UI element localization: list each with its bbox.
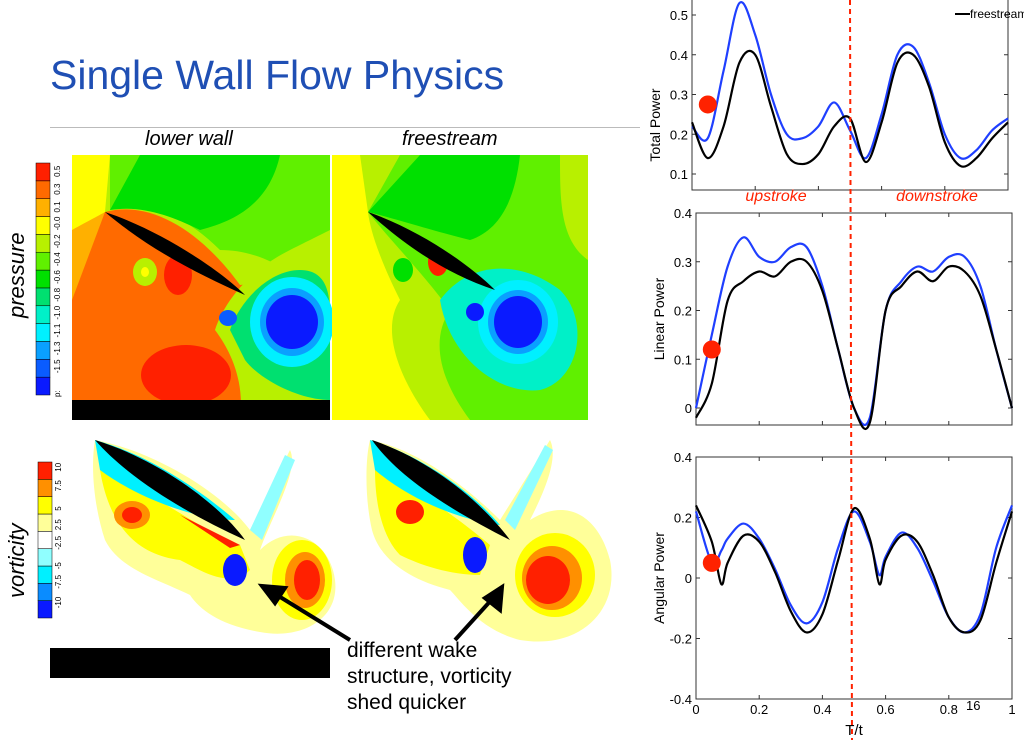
colorbar-tick-label: -10: [54, 596, 63, 608]
pressure-colorbar: p: -1.5 -1.3 -1.1 -1.0 -0.8 -0.6 -0.4 -0.2 -0.0 0.…: [35, 162, 62, 397]
colorbar-tick-label: 0.5: [53, 165, 62, 177]
y-tick-label: 0.4: [670, 48, 688, 63]
colorbar-tick-label: 2.5: [54, 519, 63, 531]
x-tick-label: 0.8: [940, 702, 958, 717]
vorticity-contour-freestream: [366, 440, 612, 642]
colorbar-tick-label: -5: [54, 562, 63, 570]
x-tick-label: 1: [1008, 702, 1015, 717]
series-line-series-2: [694, 504, 1014, 634]
colorbar-swatch: [35, 162, 51, 182]
colorbar-tick-label: -2.5: [54, 535, 63, 549]
y-tick-label: 0.1: [674, 352, 692, 367]
colorbar-tick-label: -1.0: [53, 305, 62, 319]
y-tick-label: 0.2: [674, 511, 692, 526]
column-label-freestream: freestream: [402, 128, 498, 150]
slide-title: Single Wall Flow Physics: [50, 52, 505, 98]
upstroke-label: upstroke: [745, 188, 806, 205]
colorbar-tick-label: -0.2: [53, 234, 62, 248]
y-tick-label: 0.1: [670, 167, 688, 182]
downstroke-label: downstroke: [896, 188, 978, 205]
plot-frame: [695, 456, 1013, 700]
colorbar-tick-label: -1.1: [53, 323, 62, 337]
y-tick-label: 0.4: [674, 450, 692, 465]
half-cycle-divider: [849, 0, 853, 740]
colorbar-tick-label: -0.8: [53, 287, 62, 301]
contour-panels: p: -1.5 -1.3 -1.1 -1.0 -0.8 -0.6 -0.4 -0.2 -0.0 0.…: [35, 155, 612, 678]
y-tick-label: -0.2: [670, 632, 692, 647]
column-label-lower-wall: lower wall: [145, 128, 233, 150]
x-axis-label: T/t: [845, 722, 863, 739]
arrow-to-freestream-wake: [453, 595, 496, 642]
page-number: 16: [966, 698, 981, 713]
current-time-marker: [702, 553, 721, 572]
chart-2: 0 0.1 0.2 0.3 0.4 Linear Power: [651, 206, 1014, 431]
colorbar-tick-label: -1.5: [53, 359, 62, 373]
colorbar-tick-label: -0.6: [53, 270, 62, 284]
annotation-text: different wake structure, vorticity shed…: [347, 638, 512, 716]
y-tick-label: -0.4: [670, 692, 692, 707]
colorbar-tick-label: 7.5: [54, 480, 63, 492]
colorbar-tick-label: 10: [54, 462, 63, 471]
colorbar-tick-label: 0.3: [53, 183, 62, 195]
y-tick-label: 0.3: [674, 255, 692, 270]
annotation-line: shed quicker: [347, 691, 467, 714]
y-axis-label: Linear Power: [651, 277, 667, 360]
colorbar-tick-label: 0.1: [53, 201, 62, 213]
chart-3: -0.4 -0.2 0 0.2 0.4 0 0.2 0.4 0.6 0.8 1 Angular Pow…: [651, 450, 1016, 739]
current-time-marker: [702, 340, 721, 359]
annotation-line: different wake: [347, 639, 478, 662]
y-tick-label: 0.3: [670, 88, 688, 103]
x-tick-label: 0.4: [813, 702, 831, 717]
plot-frame: [695, 212, 1013, 426]
colorbar-tick-label: 5: [54, 506, 63, 511]
y-tick-label: 0.2: [670, 127, 688, 142]
y-tick-label: 0.2: [674, 304, 692, 319]
y-tick-label: 0.4: [674, 206, 692, 221]
x-tick-label: 0.6: [877, 702, 895, 717]
colorbar-swatch: [37, 461, 53, 480]
pressure-contour-lower-wall: [72, 155, 334, 420]
pressure-contour-freestream: [332, 155, 588, 420]
y-axis-label: Angular Power: [651, 532, 667, 624]
colorbar-tick-label: -7.5: [54, 574, 63, 588]
y-tick-label: 0: [685, 401, 692, 416]
chart-1: 0.1 0.2 0.3 0.4 0.5 Total Power freestream upst…: [647, 0, 1024, 205]
arrow-head: [481, 583, 505, 614]
colorbar-tick-label: -1.3: [53, 341, 62, 355]
colorbar-tick-label: -0.0: [53, 216, 62, 230]
y-tick-label: 0.5: [670, 8, 688, 23]
annotation-line: structure, vorticity: [347, 665, 512, 688]
y-axis-label: Total Power: [647, 88, 663, 161]
vorticity-colorbar: -10 -7.5 -5 -2.5 2.5 5 7.5 10: [37, 461, 63, 619]
x-tick-label: 0.2: [750, 702, 768, 717]
colorbar-tick-label: -0.4: [53, 252, 62, 266]
annotation-arrows: [257, 583, 505, 642]
colorbar-prefix: p:: [53, 390, 62, 397]
legend-label: freestream: [970, 7, 1024, 21]
series-line-series-1: [694, 505, 1014, 634]
current-time-marker: [698, 95, 717, 114]
series-line-series-2: [695, 257, 1014, 431]
arrow-head: [257, 583, 289, 607]
x-tick-label: 0: [692, 702, 699, 717]
arrow-to-lower-wall-wake: [270, 590, 352, 642]
title-divider: [50, 127, 640, 128]
series-line-series-1: [694, 236, 1014, 426]
y-tick-label: 0: [685, 571, 692, 586]
